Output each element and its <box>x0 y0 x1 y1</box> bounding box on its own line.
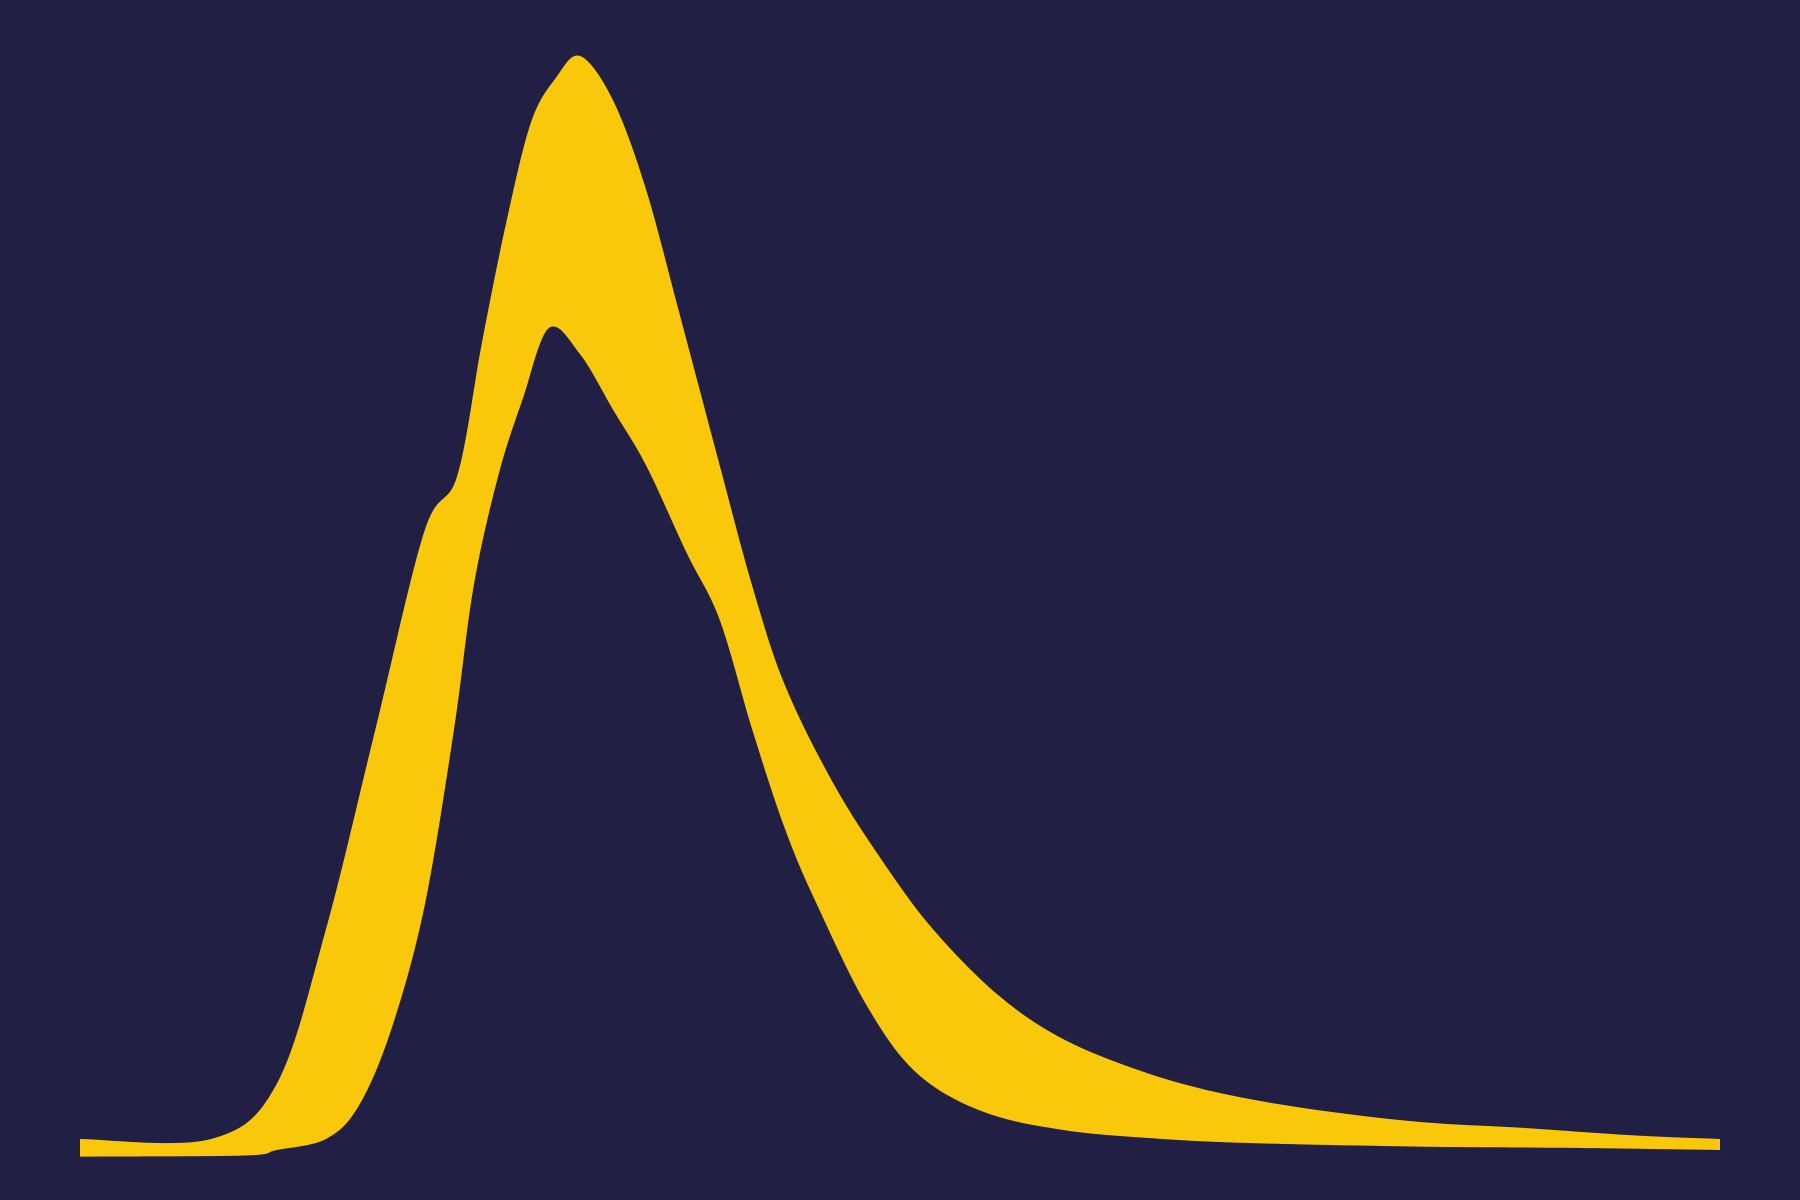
area-band <box>80 55 1720 1157</box>
